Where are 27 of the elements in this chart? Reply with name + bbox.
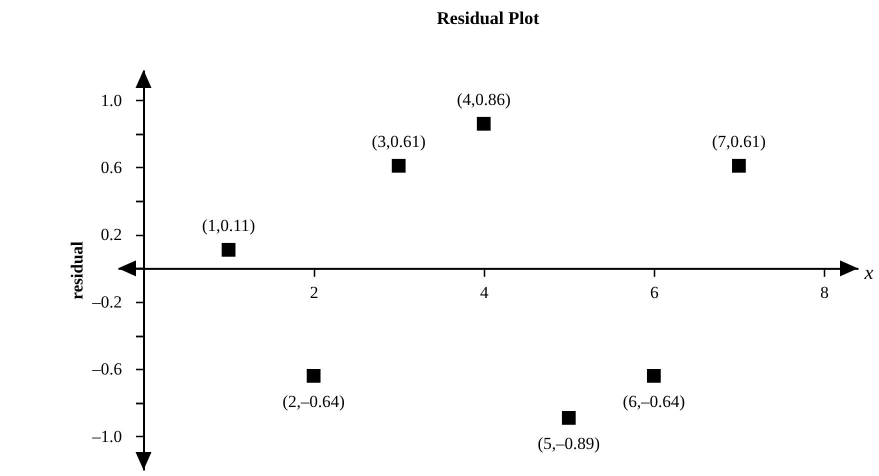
y-tick-label: –0.2 (91, 292, 122, 312)
chart-title: Residual Plot (436, 8, 540, 28)
x-tick-label: 6 (650, 282, 659, 302)
data-label: (5,–0.89) (538, 434, 600, 453)
y-tick-label: 0.2 (100, 225, 122, 244)
x-tick-label: 2 (310, 282, 318, 302)
y-tick-label: –1.0 (91, 426, 122, 446)
point (392, 158, 406, 173)
y-tick-label: 1.0 (100, 90, 122, 110)
data-label: (1,0.11) (202, 216, 256, 235)
point (732, 158, 746, 173)
point (306, 368, 321, 383)
data-label: (7,0.61) (712, 132, 766, 151)
x-axis-title: x (864, 262, 874, 284)
point (562, 411, 576, 425)
data-label: (6,–0.64) (622, 392, 686, 411)
point (646, 368, 661, 383)
y-axis-title: residual (67, 241, 86, 300)
x-tick-label: 4 (480, 282, 489, 302)
data-label: (4,0.86) (456, 90, 511, 109)
data-label: (3,0.61) (372, 132, 426, 151)
x-tick-label: 8 (820, 282, 829, 302)
point (222, 242, 236, 257)
point (476, 116, 491, 131)
y-tick-label: 0.6 (100, 158, 122, 177)
y-tick-label: –0.6 (91, 360, 122, 379)
data-label: (2,–0.64) (282, 392, 345, 411)
